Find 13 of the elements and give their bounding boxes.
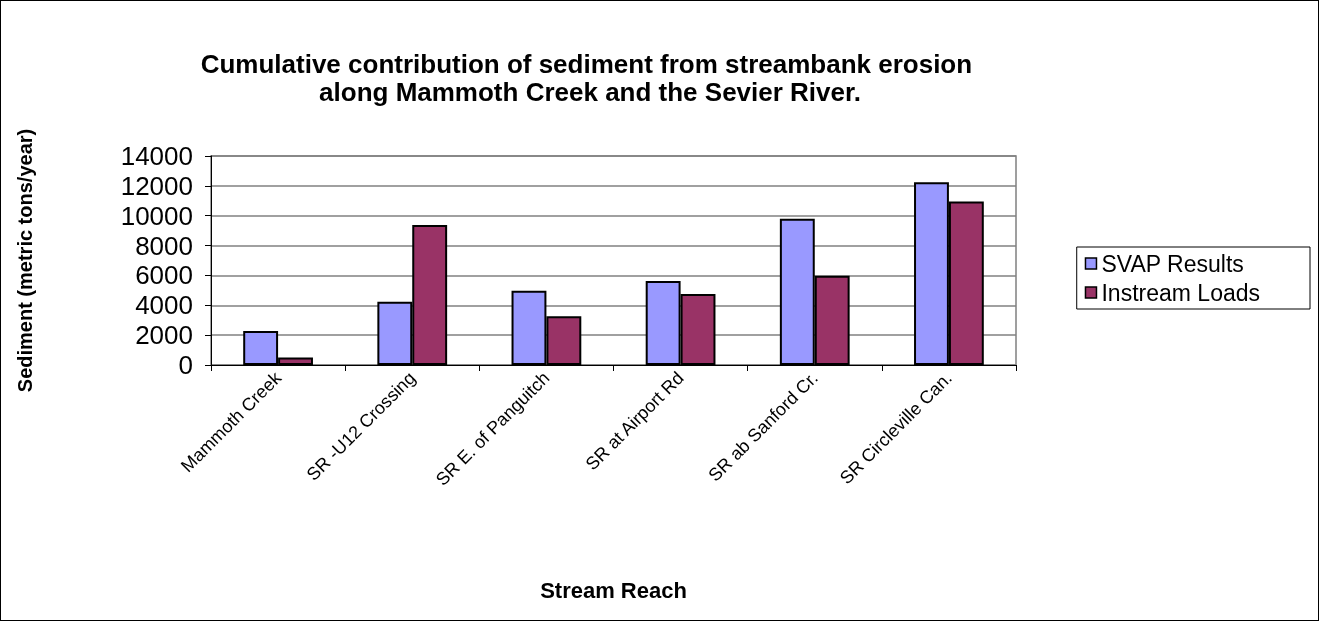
- legend-label: Instream Loads: [1101, 279, 1260, 306]
- y-tick-label: 10000: [120, 200, 193, 231]
- y-tick-label: 12000: [120, 170, 193, 201]
- y-tick-label: 0: [178, 350, 193, 380]
- y-tick-label: 8000: [135, 230, 193, 261]
- y-axis-title: Sediment (metric tons/year): [14, 128, 36, 393]
- y-tick-label: 6000: [135, 260, 193, 291]
- legend-label: SVAP Results: [1101, 250, 1244, 277]
- y-tick-label: 4000: [135, 290, 193, 321]
- y-tick-label: 2000: [135, 320, 193, 351]
- x-axis-title: Stream Reach: [540, 577, 687, 603]
- chart-title: Cumulative contribution of sediment from streambank erosion along Mammoth Creek and the Sevier River.: [200, 49, 980, 107]
- y-tick-label: 14000: [120, 141, 193, 171]
